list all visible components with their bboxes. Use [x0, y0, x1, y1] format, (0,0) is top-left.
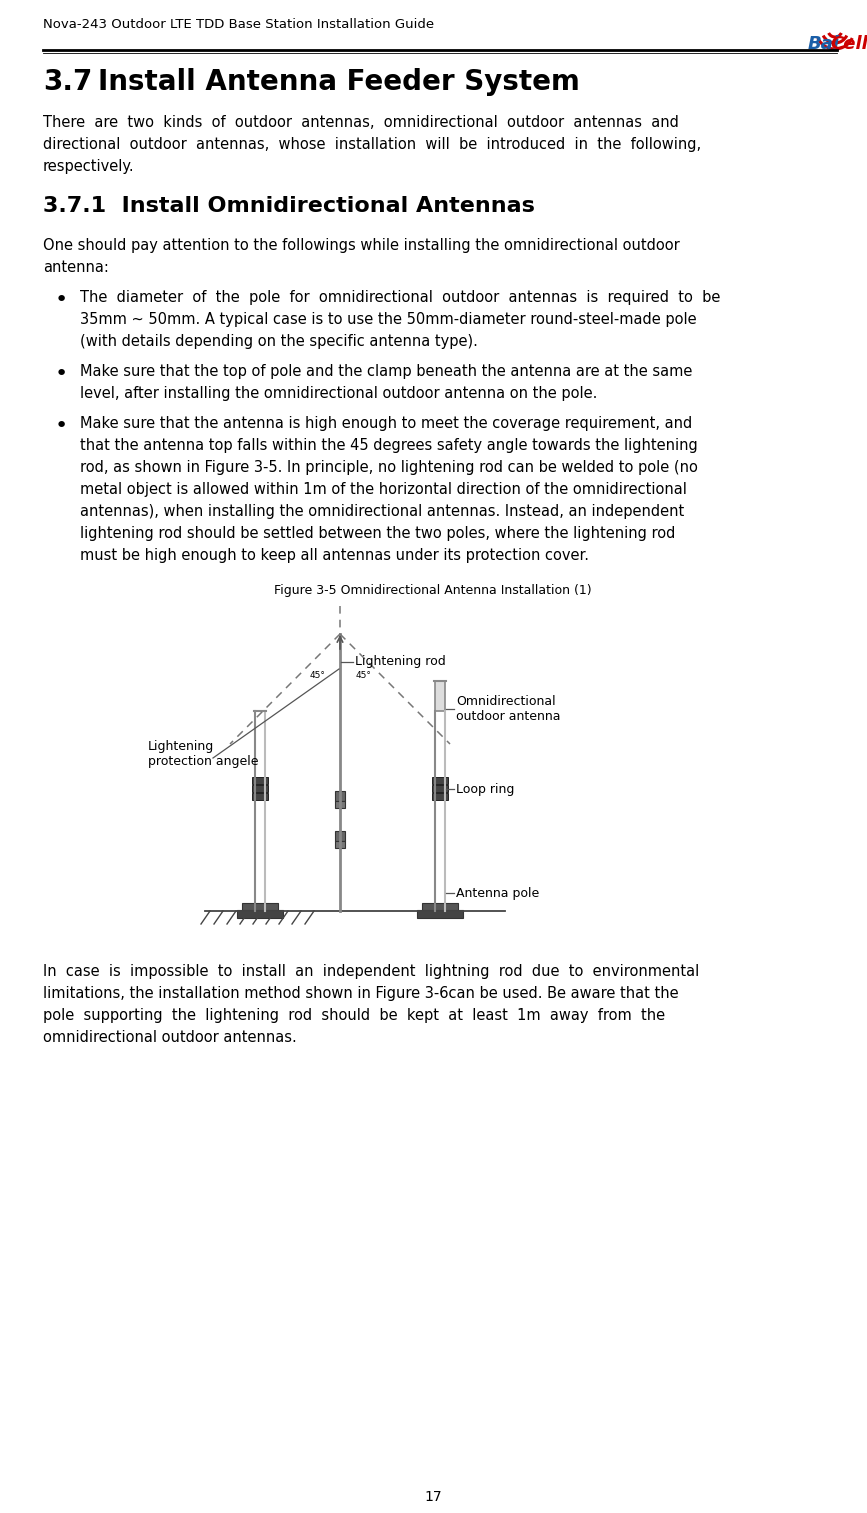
Text: Make sure that the antenna is high enough to meet the coverage requirement, and: Make sure that the antenna is high enoug…	[80, 416, 692, 431]
Text: (with details depending on the specific antenna type).: (with details depending on the specific …	[80, 334, 478, 350]
Text: 17: 17	[424, 1490, 442, 1504]
Text: 35mm ~ 50mm. A typical case is to use the 50mm-diameter round-steel-made pole: 35mm ~ 50mm. A typical case is to use th…	[80, 312, 696, 327]
Text: Loop ring: Loop ring	[456, 782, 514, 796]
Text: In  case  is  impossible  to  install  an  independent  lightning  rod  due  to : In case is impossible to install an inde…	[43, 964, 700, 979]
Bar	[435, 681, 445, 711]
Text: 3.7.1  Install Omnidirectional Antennas: 3.7.1 Install Omnidirectional Antennas	[43, 197, 535, 216]
Text: Install Antenna Feeder System: Install Antenna Feeder System	[98, 68, 580, 95]
Bar	[237, 909, 283, 918]
Bar	[432, 785, 448, 791]
Bar	[335, 791, 345, 800]
Text: antenna:: antenna:	[43, 260, 109, 275]
Text: •: •	[55, 365, 68, 384]
Text: •: •	[55, 290, 68, 310]
Text: 3.7: 3.7	[43, 68, 93, 95]
Text: •: •	[55, 416, 68, 436]
Text: level, after installing the omnidirectional outdoor antenna on the pole.: level, after installing the omnidirectio…	[80, 386, 597, 401]
Text: 45°: 45°	[356, 672, 372, 681]
Text: antennas), when installing the omnidirectional antennas. Instead, an independent: antennas), when installing the omnidirec…	[80, 504, 684, 519]
Text: 45°: 45°	[310, 672, 326, 681]
Text: Nova-243 Outdoor LTE TDD Base Station Installation Guide: Nova-243 Outdoor LTE TDD Base Station In…	[43, 18, 434, 30]
Bar	[422, 903, 458, 912]
Text: One should pay attention to the followings while installing the omnidirectional : One should pay attention to the followin…	[43, 238, 680, 253]
Text: pole  supporting  the  lightening  rod  should  be  kept  at  least  1m  away  f: pole supporting the lightening rod shoul…	[43, 1008, 665, 1023]
Bar	[252, 793, 268, 800]
Bar	[242, 903, 278, 912]
Text: directional  outdoor  antennas,  whose  installation  will  be  introduced  in  : directional outdoor antennas, whose inst…	[43, 138, 701, 151]
Bar	[432, 778, 448, 784]
Text: Lightening rod: Lightening rod	[355, 655, 446, 669]
Text: omnidirectional outdoor antennas.: omnidirectional outdoor antennas.	[43, 1030, 297, 1045]
Text: metal object is allowed within 1m of the horizontal direction of the omnidirecti: metal object is allowed within 1m of the…	[80, 483, 687, 496]
Text: lightening rod should be settled between the two poles, where the lightening rod: lightening rod should be settled between…	[80, 527, 675, 542]
Text: respectively.: respectively.	[43, 159, 134, 174]
Bar	[417, 909, 463, 918]
Text: The  diameter  of  the  pole  for  omnidirectional  outdoor  antennas  is  requi: The diameter of the pole for omnidirecti…	[80, 290, 720, 306]
Bar	[335, 831, 345, 841]
Bar	[252, 785, 268, 791]
Text: that the antenna top falls within the 45 degrees safety angle towards the lighte: that the antenna top falls within the 45…	[80, 437, 698, 452]
Text: must be high enough to keep all antennas under its protection cover.: must be high enough to keep all antennas…	[80, 548, 589, 563]
Bar	[252, 778, 268, 784]
Bar	[335, 841, 345, 847]
Bar	[335, 800, 345, 808]
Text: There  are  two  kinds  of  outdoor  antennas,  omnidirectional  outdoor  antenn: There are two kinds of outdoor antennas,…	[43, 115, 679, 130]
Text: limitations, the installation method shown in Figure 3-6can be used. Be aware th: limitations, the installation method sho…	[43, 986, 679, 1002]
Text: rod, as shown in Figure 3-5. In principle, no lightening rod can be welded to po: rod, as shown in Figure 3-5. In principl…	[80, 460, 698, 475]
Text: Bai: Bai	[808, 35, 840, 53]
Text: Antenna pole: Antenna pole	[456, 887, 539, 900]
Text: Figure 3-5 Omnidirectional Antenna Installation (1): Figure 3-5 Omnidirectional Antenna Insta…	[274, 584, 592, 598]
Text: Lightening
protection angele: Lightening protection angele	[148, 740, 258, 769]
Text: Omnidirectional
outdoor antenna: Omnidirectional outdoor antenna	[456, 694, 560, 723]
Bar	[432, 793, 448, 800]
Text: Cells: Cells	[830, 35, 867, 53]
Text: Make sure that the top of pole and the clamp beneath the antenna are at the same: Make sure that the top of pole and the c…	[80, 365, 693, 378]
